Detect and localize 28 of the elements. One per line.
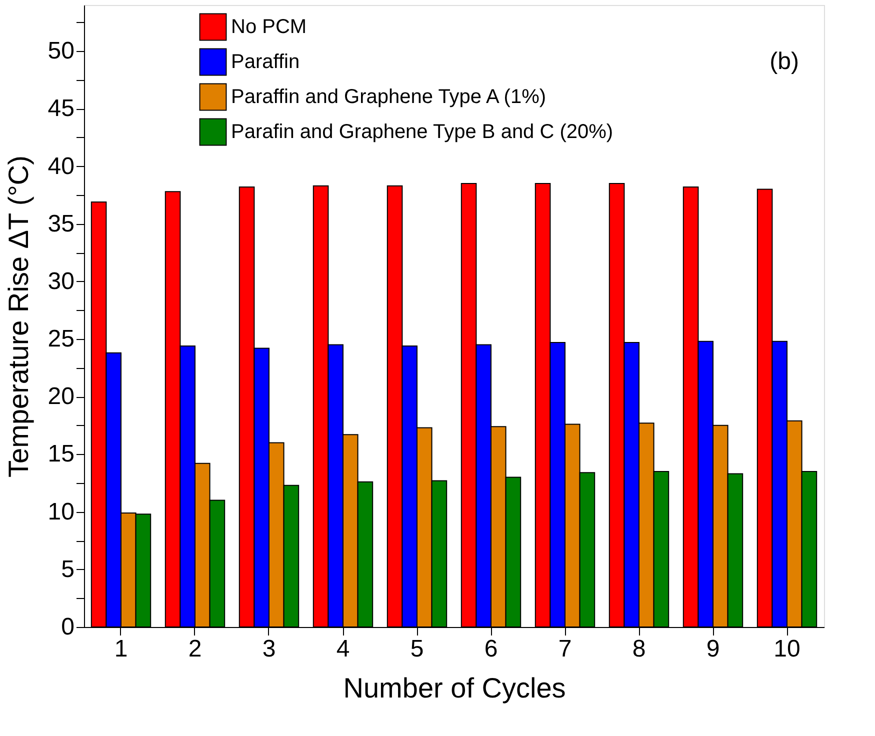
legend-label: Parafin and Graphene Type B and C (20%) [231,121,614,143]
x-tick-label: 7 [558,636,572,662]
y-tick-label: 35 [48,210,74,238]
x-tick-label: 1 [114,636,128,662]
x-tick-label: 6 [484,636,498,662]
legend-label: No PCM [231,16,307,38]
y-tick-label: 30 [48,268,74,295]
x-tick-label: 9 [706,636,720,662]
x-tick-label: 4 [336,636,350,662]
y-tick-label: 50 [48,38,74,65]
y-tick-label: 20 [48,383,74,410]
y-tick-label: 0 [61,614,74,640]
x-tick-label: 3 [262,636,276,662]
y-tick-label: 45 [48,95,74,122]
x-tick-label: 2 [188,636,202,662]
y-axis-title: Temperature Rise ΔT (°C) [2,156,34,478]
y-tick-label: 40 [48,152,74,180]
x-tick-label: 5 [410,636,424,662]
annotation: (b) [770,48,799,75]
legend-label: Paraffin [231,51,300,73]
x-axis-title: Number of Cycles [343,672,566,704]
y-tick-label: 10 [48,498,74,526]
x-tick-label: 8 [632,636,646,662]
y-tick-label: 15 [48,440,74,468]
x-tick-label: 10 [774,636,800,662]
legend-label: Paraffin and Graphene Type A (1%) [231,86,546,108]
y-tick-label: 5 [61,556,74,583]
y-tick-label: 25 [48,326,74,353]
